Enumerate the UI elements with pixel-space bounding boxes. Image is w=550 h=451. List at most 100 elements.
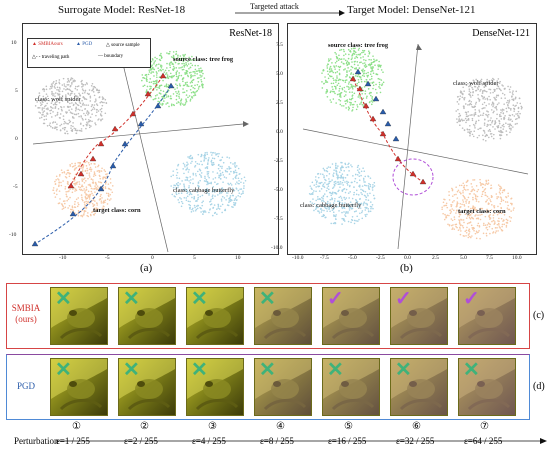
scatter-point [61,84,64,86]
scatter-point [504,97,506,99]
scatter-point [463,221,465,224]
scatter-point [88,163,91,166]
scatter-point [91,192,93,195]
scatter-point [168,105,170,108]
scatter-point [45,115,48,117]
scatter-point [480,88,482,91]
scatter-point [362,177,365,180]
scatter-point [469,132,471,135]
scatter-point [339,181,342,183]
scatter-point [76,181,79,184]
scatter-point [63,171,66,174]
scatter-point [201,86,204,89]
smia-image-5: ✓ [322,287,380,345]
scatter-point [342,179,345,181]
scatter-point [84,210,87,212]
scatter-point [327,58,330,60]
scatter-point [81,170,84,173]
scatter-point [466,199,468,201]
scatter-point [189,58,192,61]
scatter-point [179,197,181,199]
scatter-point [365,207,368,209]
pgd-image-4: ✕ [254,358,312,416]
scatter-point [476,87,479,89]
scatter-point [197,185,200,188]
scatter-point [499,189,502,191]
scatter-point [221,191,223,193]
scatter-point [462,219,465,221]
scatter-point [339,85,341,88]
scatter-point [358,204,360,207]
scatter-point [214,195,216,197]
scatter-point [372,84,375,87]
scatter-point [341,207,344,210]
scatter-point [213,189,215,191]
scatter-point [194,209,197,212]
scatter-point [217,194,219,196]
scatter-point [474,232,477,235]
scatter-point [172,170,175,172]
scatter-point [328,207,331,209]
scatter-point [357,164,360,167]
scatter-point [64,200,66,202]
path-marker [77,170,85,177]
scatter-point [158,100,161,103]
scatter-point [330,68,333,70]
scatter-point [194,93,196,95]
scatter-point [65,176,68,179]
scatter-point [500,111,502,114]
scatter-point [346,64,349,66]
scatter-point [485,104,488,107]
scatter-point [66,182,69,185]
scatter-point [335,65,338,67]
scatter-point [166,52,168,54]
scatter-point [187,163,189,165]
scatter-point [62,200,65,202]
scatter-point [346,85,348,88]
resnet-panel: ResNet-18 ▲ SMBIAours ▲ PGD △ source sam… [9,23,279,261]
scatter-point [323,169,326,171]
scatter-point [500,197,503,199]
scatter-point [474,108,477,111]
scatter-point [109,182,112,184]
scatter-point [337,205,339,208]
scatter-point [219,205,222,207]
scatter-point [71,129,74,131]
scatter-point [489,199,492,201]
scatter-point [329,67,331,69]
scatter-point [361,92,363,95]
scatter-point [74,168,76,171]
scatter-point [186,167,189,169]
scatter-point [463,129,466,132]
scatter-point [97,110,100,112]
scatter-point [223,197,226,199]
scatter-point [211,154,213,156]
scatter-point [500,207,503,210]
scatter-point [475,89,478,92]
scatter-point [489,223,491,226]
scatter-point [316,204,319,206]
scatter-point [348,98,351,100]
scatter-point [510,124,513,127]
scatter-point [343,54,345,57]
scatter-point [81,88,84,90]
scatter-point [370,67,372,69]
scatter-point [55,179,57,181]
scatter-point [38,92,41,94]
scatter-point [182,91,184,94]
scatter-point [483,124,486,126]
scatter-point [453,218,456,221]
scatter-point [473,125,476,127]
scatter-point [172,54,175,57]
perturbation-index: ② [140,421,149,432]
scatter-point [489,123,491,126]
scatter-point [213,191,216,193]
scatter-point [482,90,484,93]
scatter-point [190,80,193,83]
scatter-point [82,96,84,99]
scatter-point [142,76,145,79]
scatter-point [451,189,454,192]
scatter-point [352,103,355,106]
scatter-point [226,156,228,159]
scatter-point [229,196,231,199]
